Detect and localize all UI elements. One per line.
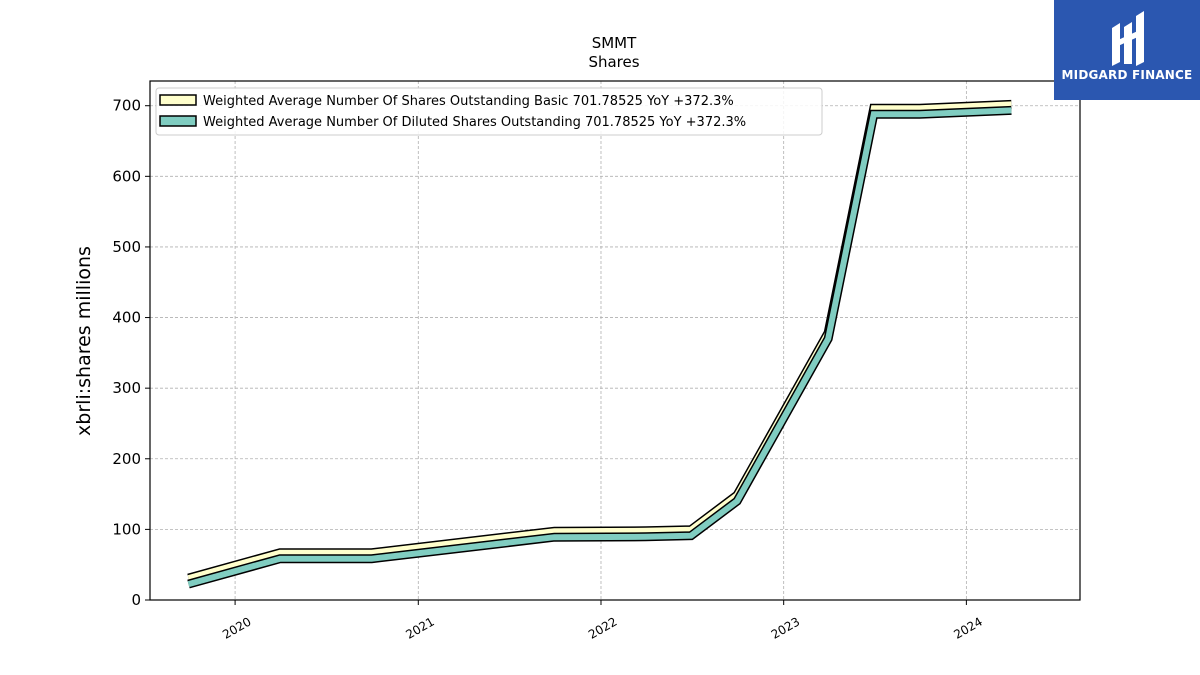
- x-tick-label: 2022: [586, 614, 619, 641]
- logo-text: MIDGARD FINANCE: [1061, 68, 1193, 82]
- y-tick-label: 400: [112, 309, 141, 327]
- series-lines: [187, 99, 1012, 589]
- x-tick-label: 2024: [951, 614, 984, 641]
- series-line: [187, 101, 1012, 581]
- legend-label: Weighted Average Number Of Diluted Share…: [203, 115, 746, 130]
- x-tick-label: 2023: [769, 614, 802, 641]
- y-tick-label: 100: [112, 520, 141, 538]
- x-tick-label: 2020: [220, 614, 253, 641]
- y-axis-label: xbrli:shares millions: [73, 246, 95, 436]
- legend-swatch: [159, 115, 197, 127]
- legend-swatch: [159, 94, 197, 106]
- grid-lines: [150, 81, 1080, 601]
- series-line-outline: [187, 105, 1012, 589]
- y-tick-label: 200: [112, 450, 141, 468]
- chart-subtitle: Shares: [588, 53, 639, 71]
- series-group: [187, 99, 1012, 583]
- legend: Weighted Average Number Of Shares Outsta…: [155, 87, 823, 136]
- plot-area-frame: [149, 80, 1081, 601]
- legend-label: Weighted Average Number Of Shares Outsta…: [203, 94, 734, 109]
- midgard-logo-icon: [1112, 11, 1144, 66]
- y-tick-label: 600: [112, 167, 141, 185]
- y-tick-label: 500: [112, 238, 141, 256]
- axis-ticks: 0 100 200 300 400 500 600 700 2020 2021 2022 2023 20…: [112, 97, 985, 642]
- y-tick-label: 700: [112, 97, 141, 115]
- series-line-outline: [187, 99, 1012, 583]
- series-line: [187, 107, 1012, 587]
- y-tick-label: 0: [131, 591, 141, 609]
- series-group: [187, 105, 1012, 589]
- legend-box: [155, 87, 823, 136]
- x-tick-label: 2021: [403, 614, 436, 641]
- y-tick-label: 300: [112, 379, 141, 397]
- chart-title: SMMT: [592, 34, 637, 52]
